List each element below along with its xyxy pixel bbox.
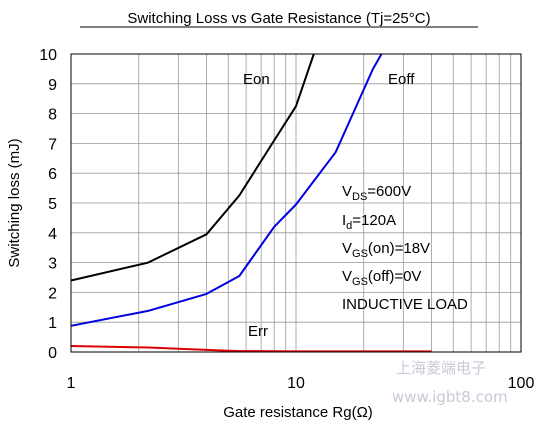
watermark-url: www.igbt8.com	[392, 388, 508, 406]
y-tick-label: 5	[48, 196, 57, 213]
y-tick-label: 1	[48, 315, 57, 332]
series-label-eon: Eon	[243, 71, 270, 88]
y-tick-label: 2	[48, 285, 57, 302]
watermark-cn: 上海菱端电子	[396, 359, 486, 377]
series-line-err	[70, 345, 432, 353]
cond-vgs-off: VGS(off)=0V	[342, 268, 421, 288]
chart-title: Switching Loss vs Gate Resistance (Tj=25…	[127, 10, 430, 27]
conditions-annotation: VDS=600V Id=120A VGS(on)=18V VGS(off)=0V…	[342, 183, 468, 313]
plot-frame	[70, 53, 522, 353]
series-line-eoff	[70, 53, 383, 327]
y-axis-label: Switching loss (mJ)	[6, 138, 23, 267]
y-tick-label: 7	[48, 136, 57, 153]
y-tick-label: 0	[48, 345, 57, 362]
cond-id: Id=120A	[342, 212, 396, 232]
series-label-eoff: Eoff	[388, 71, 415, 88]
series-line-eon	[70, 53, 315, 282]
series-label-err: Err	[248, 323, 268, 340]
y-tick-label: 6	[48, 166, 57, 183]
y-tick-label: 9	[48, 77, 57, 94]
cond-vgs-on: VGS(on)=18V	[342, 240, 430, 260]
x-tick-labels: 1 10 100	[67, 375, 535, 392]
y-tick-label: 3	[48, 256, 57, 273]
series-lines	[70, 53, 432, 353]
y-tick-label: 4	[48, 226, 57, 243]
x-tick-label: 100	[508, 375, 535, 392]
x-tick-label: 10	[287, 375, 305, 392]
y-tick-labels: 0 1 2 3 4 5 6 7 8 9 10	[39, 47, 57, 362]
cond-load: INDUCTIVE LOAD	[342, 296, 468, 313]
y-tick-label: 8	[48, 107, 57, 124]
cond-vds: VDS=600V	[342, 183, 411, 203]
x-axis-label: Gate resistance Rg(Ω)	[223, 404, 373, 421]
y-tick-label: 10	[39, 47, 57, 64]
x-tick-label: 1	[67, 375, 76, 392]
